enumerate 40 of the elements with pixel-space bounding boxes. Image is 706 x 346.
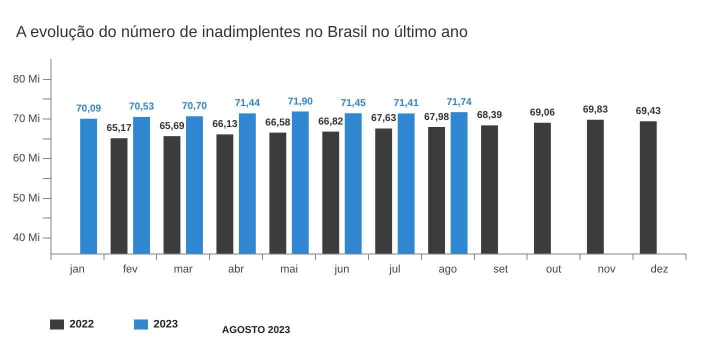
legend-label: 2023 — [153, 318, 178, 331]
data-label: 71,45 — [340, 98, 366, 110]
legend-label: 2022 — [70, 318, 94, 331]
y-tick-label: 80 Mi — [12, 73, 40, 86]
data-label: 70,70 — [182, 101, 208, 112]
y-tick-label: 50 Mi — [12, 192, 40, 204]
x-tick-label: nov — [598, 263, 616, 276]
data-label: 66,13 — [212, 119, 238, 130]
data-label: 69,83 — [582, 104, 608, 116]
y-tick-label: 60 Mi — [12, 152, 40, 165]
data-label: 71,90 — [288, 96, 314, 108]
data-label: 68,39 — [477, 110, 502, 122]
data-label: 71,41 — [394, 98, 420, 110]
data-label: 66,58 — [265, 117, 291, 128]
x-tick-label: dez — [650, 263, 668, 276]
x-tick-label: jul — [388, 263, 400, 276]
y-tick-label: 70 Mi — [12, 113, 40, 126]
data-label: 65,17 — [106, 122, 132, 134]
data-label: 70,53 — [129, 102, 154, 113]
x-tick-label: abr — [228, 263, 244, 276]
data-label: 71,44 — [234, 98, 260, 110]
y-tick-label: 40 Mi — [12, 232, 40, 244]
x-tick-label: jun — [334, 263, 350, 276]
data-label: 70,09 — [76, 103, 102, 114]
x-tick-label: ago — [438, 263, 458, 276]
data-label: 67,63 — [371, 113, 397, 124]
data-label: 69,43 — [636, 106, 662, 118]
x-tick-label: jan — [69, 263, 85, 276]
data-label: 66,82 — [318, 116, 344, 128]
text: AGOSTO 2023 — [222, 325, 290, 336]
x-tick-label: mar — [174, 263, 194, 276]
data-label: 67,98 — [424, 112, 450, 123]
data-label: 71,74 — [446, 96, 472, 108]
x-tick-label: fev — [122, 263, 138, 276]
data-label: 69,06 — [530, 108, 556, 119]
x-tick-label: set — [493, 263, 508, 276]
x-tick-label: out — [546, 263, 562, 276]
x-tick-label: mai — [280, 263, 298, 276]
chart-title: A evolução do número de inadimplentes no Brasil no último ano — [16, 24, 468, 42]
data-label: 65,69 — [159, 120, 185, 132]
